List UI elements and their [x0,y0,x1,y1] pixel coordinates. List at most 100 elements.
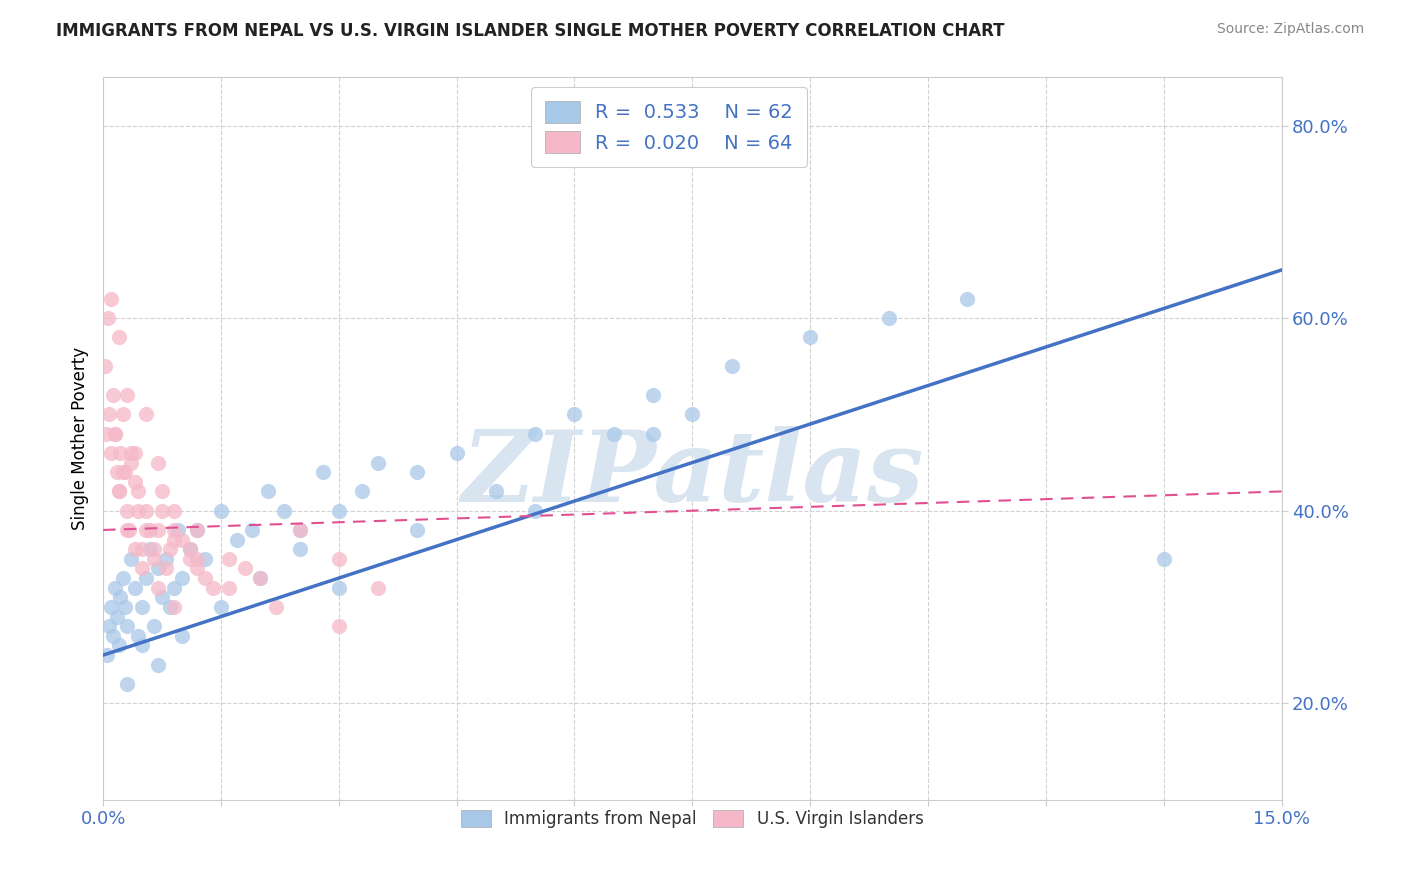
Point [146,456,169,470]
Point [120,551,142,566]
Point [150,591,173,605]
Point [110,591,132,605]
Point [124,475,146,489]
Point [170,533,193,547]
Point [100,599,122,614]
Point [131,542,153,557]
Point [233,561,256,575]
Point [97,311,120,326]
Point [98,408,121,422]
Point [100,446,122,460]
Point [143,619,166,633]
Point [150,484,173,499]
Point [218,551,240,566]
Point [155,561,177,575]
Point [877,311,900,326]
Legend: Immigrants from Nepal, U.S. Virgin Islanders: Immigrants from Nepal, U.S. Virgin Islan… [454,803,931,835]
Point [720,359,742,374]
Point [101,629,124,643]
Point [135,523,157,537]
Point [179,542,201,557]
Point [264,599,287,614]
Point [367,456,389,470]
Point [799,330,821,344]
Point [118,523,141,537]
Point [446,446,468,460]
Point [104,426,127,441]
Point [352,484,374,499]
Point [114,465,136,479]
Point [288,523,311,537]
Y-axis label: Single Mother Poverty: Single Mother Poverty [72,347,89,530]
Point [163,504,186,518]
Point [159,542,181,557]
Point [120,446,142,460]
Point [485,484,508,499]
Point [124,446,146,460]
Point [111,571,134,585]
Point [104,426,127,441]
Point [139,523,162,537]
Point [186,523,208,537]
Point [564,408,586,422]
Point [242,523,264,537]
Point [186,561,208,575]
Point [96,648,118,662]
Point [406,523,429,537]
Point [166,523,188,537]
Point [288,523,311,537]
Point [163,533,186,547]
Point [218,581,240,595]
Point [146,581,169,595]
Point [135,504,157,518]
Point [93,359,115,374]
Point [124,542,146,557]
Point [114,599,136,614]
Point [127,484,149,499]
Point [1153,551,1175,566]
Point [124,581,146,595]
Point [179,551,201,566]
Point [135,571,157,585]
Point [98,619,121,633]
Point [131,639,153,653]
Text: IMMIGRANTS FROM NEPAL VS U.S. VIRGIN ISLANDER SINGLE MOTHER POVERTY CORRELATION : IMMIGRANTS FROM NEPAL VS U.S. VIRGIN ISL… [56,22,1005,40]
Point [179,542,201,557]
Point [163,581,186,595]
Point [225,533,247,547]
Point [328,581,350,595]
Point [111,408,134,422]
Point [155,551,177,566]
Point [681,408,703,422]
Point [194,551,217,566]
Point [101,388,124,402]
Point [312,465,335,479]
Point [186,551,208,566]
Point [328,619,350,633]
Point [143,542,166,557]
Point [641,426,664,441]
Point [115,388,138,402]
Point [194,571,217,585]
Point [328,504,350,518]
Point [163,523,186,537]
Point [135,408,157,422]
Point [108,639,131,653]
Point [111,465,134,479]
Point [108,484,131,499]
Point [146,657,169,672]
Point [115,504,138,518]
Point [170,571,193,585]
Point [524,504,547,518]
Point [328,551,350,566]
Point [273,504,295,518]
Point [115,677,138,691]
Point [163,599,186,614]
Point [96,426,118,441]
Point [131,599,153,614]
Point [131,561,153,575]
Point [603,426,626,441]
Point [105,465,128,479]
Point [139,542,162,557]
Point [150,504,173,518]
